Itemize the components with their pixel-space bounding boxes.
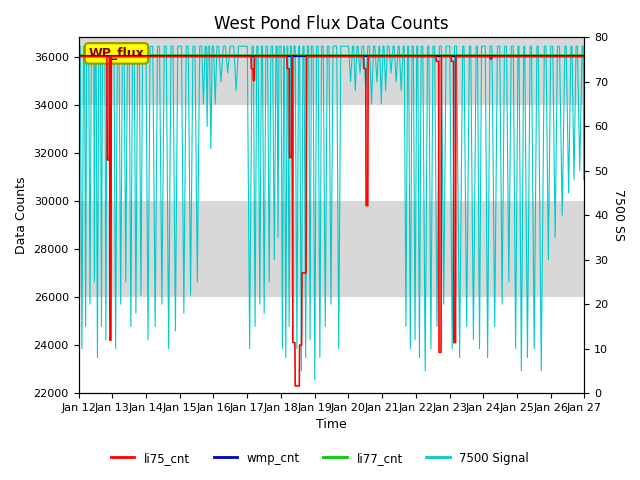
Bar bbox=[79, 37, 584, 105]
X-axis label: Time: Time bbox=[316, 419, 347, 432]
Bar bbox=[79, 201, 584, 297]
Legend: li75_cnt, wmp_cnt, li77_cnt, 7500 Signal: li75_cnt, wmp_cnt, li77_cnt, 7500 Signal bbox=[106, 447, 534, 469]
Y-axis label: 7500 SS: 7500 SS bbox=[612, 189, 625, 241]
Text: WP_flux: WP_flux bbox=[89, 47, 145, 60]
Title: West Pond Flux Data Counts: West Pond Flux Data Counts bbox=[214, 15, 449, 33]
Y-axis label: Data Counts: Data Counts bbox=[15, 177, 28, 254]
